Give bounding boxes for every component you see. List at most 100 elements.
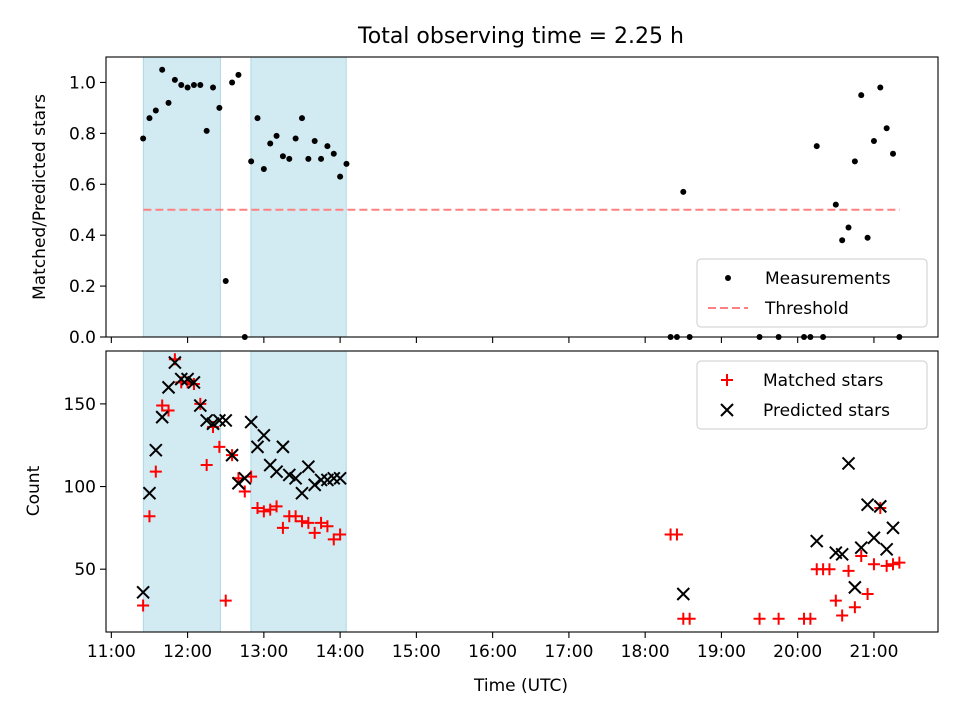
measurement-point-7 (184, 84, 191, 91)
bottom-xtick-label-3: 14:00 (316, 642, 365, 662)
matched-point-3 (156, 399, 169, 412)
predicted-point-4 (161, 380, 176, 395)
matched-point-35 (683, 612, 696, 625)
predicted-point-23 (282, 468, 296, 482)
top-ytick-label-0: 0.0 (69, 328, 96, 348)
measurement-point-41 (813, 143, 820, 150)
measurement-point-8 (190, 82, 197, 88)
predicted-point-37 (848, 580, 862, 595)
bottom-y-ticks: 50 100 150 (64, 395, 106, 580)
matched-point-39 (804, 612, 817, 625)
matched-point-27 (308, 526, 321, 539)
measurement-point-43 (832, 201, 839, 208)
bottom-xtick-label-5: 16:00 (468, 642, 517, 662)
matched-point-21 (270, 500, 283, 513)
legend-threshold-label: Threshold (764, 299, 849, 319)
measurement-point-28 (318, 155, 325, 162)
bottom-ytick-label-1: 100 (64, 478, 96, 498)
shaded-band-0 (142, 350, 221, 633)
legend-predicted-marker (720, 403, 734, 417)
measurement-point-20 (267, 140, 274, 147)
bottom-x-ticks: 11:00 12:00 13:00 14:00 15:00 16:00 17:00 18:00… (87, 632, 898, 662)
legend-matched-marker (721, 374, 733, 386)
top-panel: 0.0 0.2 0.4 0.6 0.8 1.0 Matched/Predicted sta… (30, 56, 939, 348)
matched-point-52 (887, 558, 900, 571)
matched-point-18 (251, 502, 264, 515)
legend-measurements-marker (725, 275, 731, 281)
predicted-point-18 (250, 440, 265, 454)
bottom-shaded-bands (142, 350, 347, 633)
matched-point-19 (257, 505, 270, 518)
bottom-xtick-label-4: 15:00 (392, 642, 441, 662)
top-y-axis-label: Matched/Predicted stars (30, 94, 50, 300)
bottom-xtick-label-10: 21:00 (849, 642, 898, 662)
top-ytick-label-2: 0.4 (69, 226, 96, 246)
bottom-xtick-label-1: 12:00 (163, 642, 212, 662)
shaded-band-1 (250, 56, 347, 338)
predicted-point-14 (225, 448, 239, 462)
predicted-point-9 (193, 398, 208, 413)
predicted-point-33 (810, 534, 824, 548)
measurement-point-48 (864, 234, 871, 241)
matched-point-20 (264, 503, 277, 516)
matched-point-43 (829, 594, 842, 607)
measurement-point-23 (286, 155, 293, 162)
predicted-point-2 (149, 443, 163, 457)
matched-point-30 (327, 533, 340, 546)
predicted-point-24 (288, 471, 303, 485)
measurement-point-13 (222, 278, 229, 284)
matched-point-2 (149, 465, 162, 478)
measurement-point-17 (248, 158, 255, 165)
measurement-point-35 (680, 188, 687, 195)
predicted-point-41 (873, 499, 888, 514)
predicted-stars-points (136, 355, 900, 601)
bottom-legend: Matched stars Predicted stars (696, 360, 928, 430)
measurement-point-5 (171, 76, 178, 83)
measurement-point-30 (330, 150, 337, 157)
top-legend: Measurements Threshold (696, 258, 928, 328)
predicted-point-16 (238, 471, 252, 485)
shaded-band-0 (142, 56, 221, 338)
measurement-point-25 (298, 115, 305, 122)
predicted-point-6 (174, 372, 188, 386)
matched-stars-points (137, 353, 906, 625)
matched-point-44 (836, 609, 849, 622)
predicted-point-1 (142, 486, 157, 500)
measurement-point-27 (311, 138, 318, 144)
matched-point-22 (276, 521, 289, 534)
predicted-point-0 (136, 585, 150, 600)
measurement-point-22 (279, 153, 286, 160)
matched-point-49 (867, 558, 880, 571)
top-legend-box (696, 258, 928, 328)
matched-point-26 (302, 516, 315, 529)
matched-point-0 (137, 599, 150, 612)
matched-point-31 (334, 528, 347, 541)
measurement-point-31 (337, 173, 344, 180)
matched-point-24 (289, 510, 302, 523)
measurement-point-9 (197, 82, 204, 88)
predicted-point-39 (860, 498, 875, 512)
matched-point-33 (670, 528, 683, 541)
predicted-point-26 (301, 459, 316, 474)
legend-measurements-label: Measurements (765, 269, 891, 289)
bottom-xtick-label-8: 19:00 (697, 642, 746, 662)
matched-point-9 (194, 397, 207, 410)
predicted-point-35 (835, 547, 849, 562)
bottom-legend-box (696, 360, 928, 430)
matched-point-16 (238, 485, 251, 498)
measurement-point-4 (165, 99, 172, 106)
top-ytick-label-1: 0.2 (69, 277, 96, 297)
top-x-ticks (110, 337, 875, 343)
bottom-xtick-label-0: 11:00 (87, 642, 136, 662)
top-ytick-label-4: 0.8 (69, 124, 96, 144)
measurement-point-47 (858, 92, 865, 99)
predicted-point-30 (327, 471, 341, 485)
predicted-point-5 (168, 355, 182, 370)
measurement-point-45 (845, 224, 852, 231)
predicted-point-25 (295, 486, 309, 500)
measurement-point-10 (203, 127, 210, 134)
measurement-point-2 (152, 107, 159, 114)
measurement-point-0 (140, 135, 147, 142)
chart-title: Total observing time = 2.25 h (357, 24, 684, 49)
